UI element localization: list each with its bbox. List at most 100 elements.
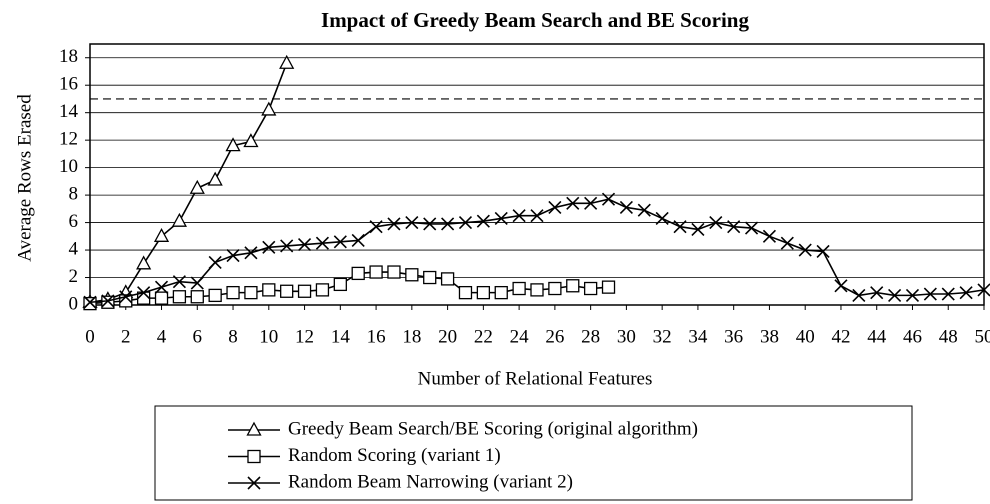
- legend-label: Random Beam Narrowing (variant 2): [288, 471, 573, 492]
- marker: [137, 286, 151, 300]
- marker: [601, 192, 616, 206]
- marker: [333, 235, 347, 249]
- x-tick-label: 34: [688, 326, 708, 347]
- marker: [691, 222, 705, 237]
- x-tick-label: 24: [510, 326, 530, 347]
- x-tick-label: 22: [474, 326, 493, 347]
- marker: [458, 285, 473, 300]
- marker: [601, 280, 616, 294]
- legend-label: Random Scoring (variant 1): [288, 445, 501, 466]
- marker: [244, 246, 258, 260]
- marker: [351, 266, 365, 281]
- legend-marker: [247, 449, 261, 464]
- marker: [816, 244, 830, 258]
- marker: [584, 196, 598, 210]
- marker: [583, 281, 598, 296]
- x-tick-label: 26: [545, 326, 564, 347]
- marker: [243, 133, 259, 148]
- marker: [405, 268, 419, 282]
- x-tick-label: 46: [903, 326, 922, 347]
- marker: [852, 288, 866, 302]
- y-tick-label: 6: [69, 211, 79, 232]
- marker: [709, 216, 723, 230]
- marker: [262, 240, 276, 254]
- marker: [171, 212, 187, 227]
- marker: [458, 216, 473, 230]
- marker: [798, 243, 812, 257]
- marker: [423, 270, 437, 285]
- marker: [297, 237, 312, 252]
- marker: [262, 283, 276, 297]
- y-tick-label: 16: [59, 74, 78, 95]
- marker: [208, 288, 222, 303]
- marker: [762, 229, 777, 243]
- marker: [744, 221, 759, 235]
- marker: [476, 214, 490, 228]
- marker: [387, 265, 401, 279]
- marker: [190, 276, 204, 290]
- x-tick-label: 28: [581, 326, 600, 347]
- y-tick-label: 14: [59, 101, 79, 122]
- x-axis-label: Number of Relational Features: [418, 368, 653, 389]
- marker: [136, 255, 152, 270]
- marker: [655, 211, 669, 226]
- marker: [566, 196, 580, 210]
- marker: [888, 288, 902, 302]
- marker: [548, 200, 562, 215]
- marker: [244, 285, 258, 300]
- marker: [494, 285, 508, 300]
- marker: [315, 236, 330, 250]
- x-tick-label: 42: [831, 326, 850, 347]
- x-tick-label: 8: [228, 326, 238, 347]
- marker: [977, 283, 990, 297]
- marker: [440, 272, 455, 286]
- marker: [476, 285, 491, 300]
- marker: [172, 275, 186, 289]
- marker: [494, 211, 508, 226]
- x-tick-label: 6: [193, 326, 203, 347]
- x-tick-label: 16: [367, 326, 386, 347]
- marker: [369, 220, 383, 234]
- marker: [780, 236, 794, 250]
- y-axis-label: Average Rows Erased: [14, 94, 35, 262]
- marker: [225, 137, 241, 152]
- x-tick-label: 32: [653, 326, 672, 347]
- marker: [512, 281, 526, 296]
- marker: [441, 217, 455, 231]
- chart-title: Impact of Greedy Beam Search and BE Scor…: [321, 8, 749, 32]
- marker: [208, 255, 222, 269]
- marker: [83, 296, 97, 311]
- x-tick-label: 36: [724, 326, 743, 347]
- x-tick-label: 44: [867, 326, 887, 347]
- marker: [83, 295, 97, 309]
- x-tick-label: 12: [295, 326, 314, 347]
- marker: [566, 279, 580, 293]
- x-tick-label: 4: [157, 326, 167, 347]
- plot-area: [89, 43, 985, 306]
- legend-box: [154, 405, 913, 501]
- x-tick-label: 18: [402, 326, 421, 347]
- marker: [190, 290, 204, 304]
- marker: [423, 217, 437, 231]
- marker: [154, 291, 169, 305]
- y-tick-label: 8: [69, 183, 79, 204]
- x-tick-label: 50: [975, 326, 990, 347]
- marker: [834, 279, 848, 293]
- x-tick-label: 38: [760, 326, 779, 347]
- marker: [870, 286, 884, 300]
- marker: [207, 171, 223, 186]
- marker: [226, 285, 240, 300]
- marker: [280, 239, 294, 253]
- marker: [333, 277, 347, 292]
- marker: [351, 233, 365, 248]
- marker: [297, 284, 312, 298]
- marker: [189, 179, 205, 194]
- marker: [727, 220, 741, 234]
- legend-label: Greedy Beam Search/BE Scoring (original …: [288, 418, 698, 439]
- y-tick-label: 10: [59, 156, 78, 177]
- y-tick-label: 12: [59, 129, 78, 150]
- marker: [280, 284, 294, 298]
- marker: [387, 217, 401, 231]
- marker: [530, 209, 544, 223]
